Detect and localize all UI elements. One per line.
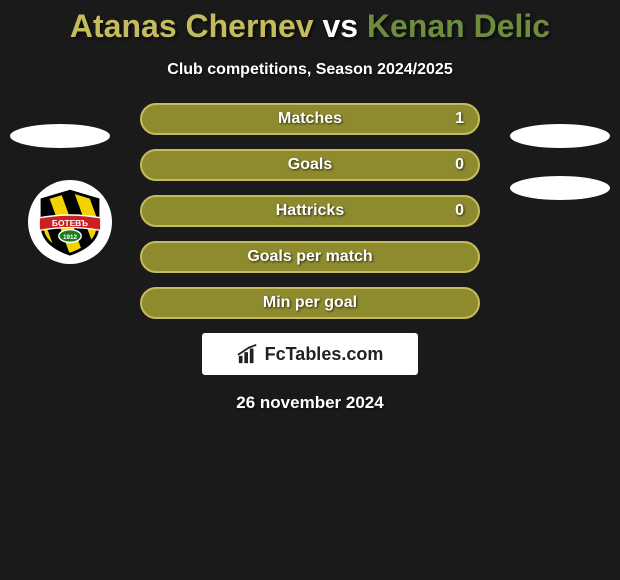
- subtitle: Club competitions, Season 2024/2025: [0, 61, 620, 79]
- attribution-badge: FcTables.com: [202, 333, 418, 375]
- stat-value: 1: [455, 110, 464, 128]
- stat-label: Goals per match: [247, 248, 372, 266]
- badge-text: БОТЕВЪ: [52, 218, 88, 228]
- stat-label: Min per goal: [263, 294, 357, 312]
- stat-label: Matches: [278, 110, 342, 128]
- placeholder-oval-right-1: [510, 124, 610, 148]
- club-badge: БОТЕВЪ 1912: [28, 180, 112, 264]
- stat-bar-hattricks: Hattricks 0: [140, 195, 480, 227]
- placeholder-oval-left: [10, 124, 110, 148]
- attribution-text: FcTables.com: [265, 344, 384, 365]
- stat-bar-goals: Goals 0: [140, 149, 480, 181]
- player2-name: Kenan Delic: [367, 8, 550, 44]
- placeholder-oval-right-2: [510, 176, 610, 200]
- stat-value: 0: [455, 202, 464, 220]
- stat-bar-matches: Matches 1: [140, 103, 480, 135]
- vs-text: vs: [322, 8, 358, 44]
- date-text: 26 november 2024: [0, 393, 620, 413]
- stat-bar-goals-per-match: Goals per match: [140, 241, 480, 273]
- botev-badge-icon: БОТЕВЪ 1912: [35, 187, 105, 257]
- player1-name: Atanas Chernev: [70, 8, 314, 44]
- page-title: Atanas Chernev vs Kenan Delic: [0, 0, 620, 45]
- stat-label: Hattricks: [276, 202, 344, 220]
- stat-bar-min-per-goal: Min per goal: [140, 287, 480, 319]
- bar-chart-icon: [237, 343, 259, 365]
- badge-year: 1912: [63, 234, 78, 241]
- stat-value: 0: [455, 156, 464, 174]
- stat-label: Goals: [288, 156, 332, 174]
- stat-bars: Matches 1 Goals 0 Hattricks 0 Goals per …: [140, 103, 480, 319]
